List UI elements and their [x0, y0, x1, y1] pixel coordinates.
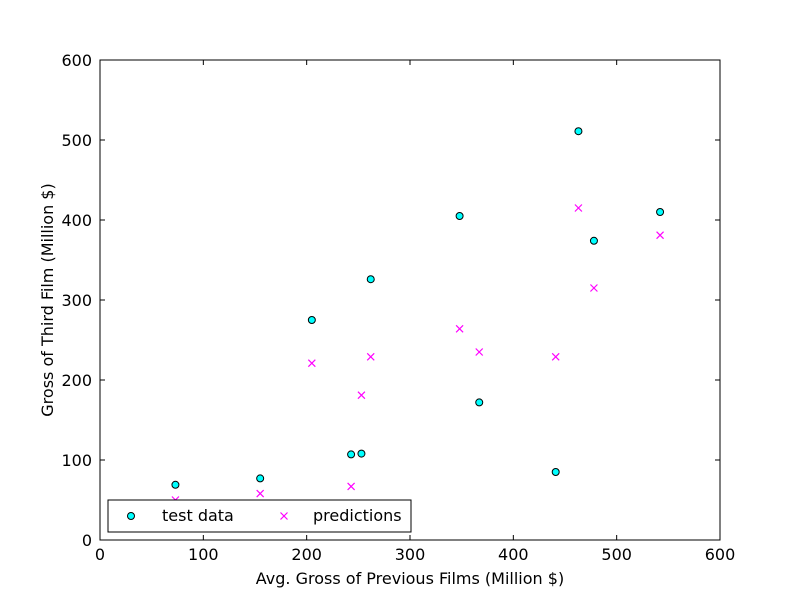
y-tick-label: 300	[61, 291, 92, 310]
test-data-point	[455, 212, 464, 220]
prediction-point	[551, 352, 560, 361]
y-tick-label: 200	[61, 371, 92, 390]
prediction-point	[455, 324, 464, 333]
test-data-point	[574, 127, 583, 136]
legend-label-predictions: predictions	[313, 506, 402, 525]
plot-frame	[99, 59, 721, 541]
y-tick-label: 100	[61, 451, 92, 470]
prediction-point	[256, 489, 265, 498]
test-data-point	[307, 316, 316, 324]
x-axis-label: Avg. Gross of Previous Films (Million $)	[256, 569, 564, 588]
y-axis-label: Gross of Third Film (Million $)	[38, 183, 57, 416]
x-tick-label: 300	[395, 545, 426, 564]
legend-marker-predictions	[280, 512, 288, 520]
x-tick-label: 0	[95, 545, 105, 564]
prediction-point	[475, 348, 484, 356]
plot-area	[100, 60, 720, 540]
test-data-point	[357, 449, 366, 458]
test-data-point	[589, 236, 598, 245]
x-tick-label: 200	[291, 545, 322, 564]
y-tick-label: 0	[82, 531, 92, 550]
prediction-point	[307, 359, 316, 368]
prediction-point	[357, 391, 366, 400]
prediction-point	[656, 231, 664, 240]
legend-marker-test-data	[127, 512, 135, 520]
legend: test data predictions	[107, 499, 412, 533]
legend-label-test-data: test data	[162, 506, 234, 525]
test-data-point	[551, 468, 560, 476]
test-data-point	[366, 275, 375, 284]
test-data-point	[656, 208, 665, 216]
data-marks	[171, 127, 665, 504]
axis-ticks: 0 100 200 300 400 500 600 0 100 200 300 400 500 600	[61, 51, 735, 564]
legend-frame	[107, 499, 412, 533]
x-tick-label: 100	[188, 545, 219, 564]
prediction-point	[590, 284, 598, 292]
test-data-point	[475, 398, 484, 407]
test-data-point	[347, 450, 356, 459]
x-tick-label: 600	[705, 545, 736, 564]
y-tick-label: 400	[61, 211, 92, 230]
y-tick-label: 600	[61, 51, 92, 70]
y-tick-label: 500	[61, 131, 92, 150]
prediction-point	[347, 482, 356, 491]
x-tick-label: 500	[601, 545, 632, 564]
x-tick-label: 400	[498, 545, 529, 564]
prediction-point	[574, 204, 583, 212]
prediction-point	[366, 352, 375, 361]
test-data-point	[256, 474, 265, 483]
test-data-point	[171, 480, 180, 489]
